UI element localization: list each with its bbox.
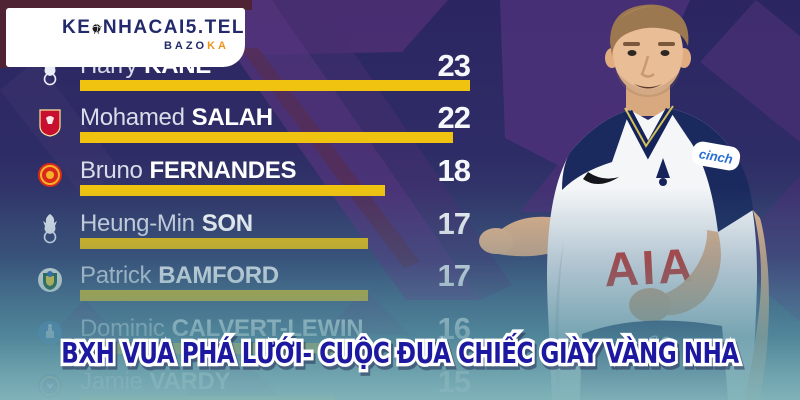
goal-bar xyxy=(80,290,369,301)
table-row: Patrick BAMFORD 17 xyxy=(36,258,471,307)
goal-bar xyxy=(80,132,454,143)
player-first-name: Bruno xyxy=(80,157,143,184)
goal-bar-track xyxy=(80,290,470,301)
goal-bar xyxy=(80,80,470,91)
everton-badge-icon xyxy=(38,321,62,345)
table-row: Bruno FERNANDES 18 xyxy=(36,153,471,202)
player-last-name: VARDY xyxy=(149,368,231,395)
player-name: Mohamed SALAH xyxy=(80,105,273,131)
goal-bar-track xyxy=(80,396,470,400)
player-first-name: Patrick xyxy=(80,262,152,289)
goal-bar xyxy=(80,185,386,196)
table-row: Mohamed SALAH 22 xyxy=(36,100,471,149)
player-first-name: Heung-Min xyxy=(80,210,195,237)
banner-title: BXH VUA PHÁ LƯỚI- CUỘC ĐUA CHIẾC GIÀY VÀ… xyxy=(61,337,739,370)
player-first-name: Jamie xyxy=(80,368,143,395)
kane-fist xyxy=(629,288,671,322)
brand-prefix: KE xyxy=(62,17,92,38)
brand-sub-prefix: BAZO xyxy=(163,40,208,52)
brand-title: KE NHACAI5.TEL xyxy=(62,17,245,39)
player-name: Jamie VARDY xyxy=(80,368,231,395)
player-name: Bruno FERNANDES xyxy=(80,157,297,184)
kane-open-hand xyxy=(479,228,513,254)
goal-bar xyxy=(80,238,369,249)
goal-bar-track xyxy=(80,185,470,196)
goal-bar xyxy=(80,396,335,400)
player-last-name: BAMFORD xyxy=(158,262,279,289)
player-first-name: Mohamed xyxy=(80,104,185,131)
brand-subtitle: BAZOKA xyxy=(62,40,245,52)
goal-bar-track xyxy=(80,80,470,91)
table-row: Jamie VARDY 15 xyxy=(36,364,471,400)
brand-sub-suffix: KA xyxy=(207,40,229,52)
tottenham-badge-icon xyxy=(43,214,57,244)
player-last-name: SALAH xyxy=(191,104,273,131)
logo-card: KE NHACAI5.TEL BAZOKA xyxy=(6,8,245,67)
manchester-united-badge-icon xyxy=(38,163,62,187)
player-name: Patrick BAMFORD xyxy=(80,263,279,289)
player-last-name: FERNANDES xyxy=(149,157,297,184)
player-name: Heung-Min SON xyxy=(80,211,253,237)
goal-bar-track xyxy=(80,238,470,249)
player-last-name: SON xyxy=(201,210,253,237)
brand-suffix: NHACAI5.TEL xyxy=(102,17,245,38)
table-row: Heung-Min SON 17 xyxy=(36,206,471,255)
leicester-city-badge-icon xyxy=(38,374,62,398)
goal-bar-track xyxy=(80,132,470,143)
globe-mascot-icon xyxy=(92,23,102,34)
leeds-united-badge-icon xyxy=(38,268,62,292)
liverpool-badge-icon xyxy=(39,109,61,137)
